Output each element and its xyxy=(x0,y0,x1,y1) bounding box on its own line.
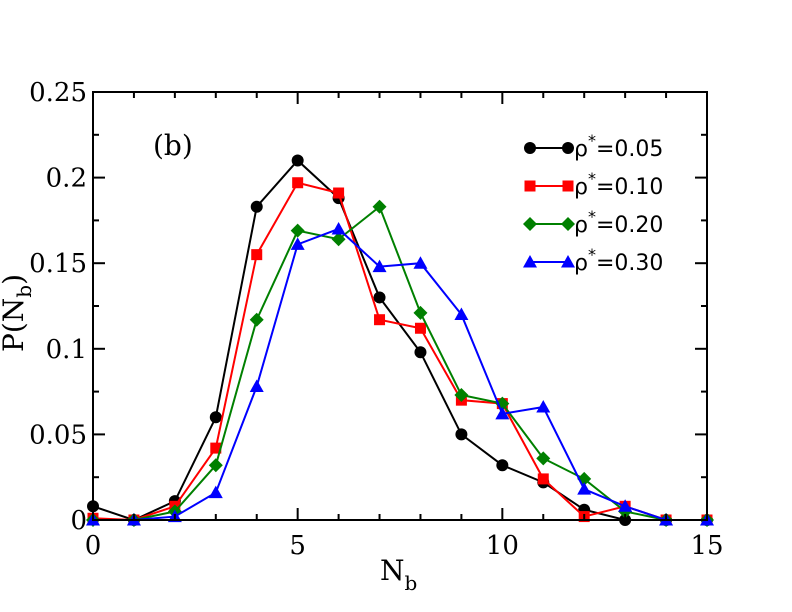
series-1-point xyxy=(251,249,263,261)
legend-marker xyxy=(562,142,574,154)
panel-label: (b) xyxy=(153,129,193,162)
y-tick-label: 0.1 xyxy=(46,335,87,365)
series-3-point xyxy=(331,221,346,235)
legend-sup: * xyxy=(588,245,596,264)
legend-label-1: ρ*=0.10 xyxy=(574,169,663,200)
series-1-point xyxy=(414,322,426,334)
series-0-point xyxy=(291,154,304,167)
series-3-point xyxy=(372,259,387,273)
series-layer xyxy=(86,154,714,527)
series-0-point xyxy=(496,459,509,472)
y-axis-label: P(Nb) xyxy=(0,274,36,352)
series-2-point xyxy=(249,312,264,327)
legend-value: =0.05 xyxy=(596,137,663,162)
x-tick-label: 5 xyxy=(289,531,306,561)
legend-rho: ρ xyxy=(574,213,588,238)
series-2-point xyxy=(331,232,346,247)
x-axis-label-main: N xyxy=(380,554,405,587)
series-3-point xyxy=(495,406,510,420)
legend-label-3: ρ*=0.30 xyxy=(574,245,663,276)
series-2-point xyxy=(372,199,387,214)
legend-value: =0.30 xyxy=(596,251,663,276)
legend-marker xyxy=(524,142,536,154)
series-0-point xyxy=(209,411,222,424)
x-tick-label: 15 xyxy=(690,531,723,561)
series-line-2 xyxy=(93,205,707,521)
legend-rho: ρ xyxy=(574,137,588,162)
legend-rho: ρ xyxy=(574,175,588,200)
y-axis-label-close: ) xyxy=(0,274,30,285)
series-1-point xyxy=(537,473,549,485)
series-line-3 xyxy=(93,227,707,521)
y-tick-label: 0 xyxy=(70,506,87,536)
legend-label-2: ρ*=0.20 xyxy=(574,207,663,238)
ticks-layer: 0 5 10 15 0 0.05 0.1 0.15 0.2 0.25 xyxy=(29,78,723,561)
legend-marker xyxy=(561,255,575,268)
series-1-point xyxy=(292,177,304,189)
legend-label-0: ρ*=0.05 xyxy=(574,131,663,162)
legend: ρ*=0.05ρ*=0.10ρ*=0.20ρ*=0.30 xyxy=(523,131,663,276)
series-2-point xyxy=(413,305,428,320)
legend-sup: * xyxy=(588,131,596,150)
y-axis-label-main: P(N xyxy=(0,298,30,352)
series-1-point xyxy=(374,314,386,326)
x-tick-label: 0 xyxy=(85,531,102,561)
y-tick-label: 0.15 xyxy=(29,249,87,279)
series-0-point xyxy=(455,428,468,441)
y-tick-label: 0.05 xyxy=(29,420,87,450)
series-2-point xyxy=(208,458,223,473)
series-3-point xyxy=(290,237,305,250)
legend-marker xyxy=(562,180,574,192)
series-1-point xyxy=(210,442,222,454)
x-axis-label: Nb xyxy=(380,554,417,595)
legend-sup: * xyxy=(588,169,596,188)
y-tick-label: 0.25 xyxy=(29,78,87,108)
series-2-point xyxy=(290,223,305,238)
series-2-point xyxy=(536,451,551,466)
series-3-point xyxy=(536,400,551,413)
y-axis-label-sub: b xyxy=(12,285,36,298)
series-line-1 xyxy=(92,181,707,522)
series-3-point xyxy=(208,485,223,499)
legend-sup: * xyxy=(588,207,596,226)
series-1-point xyxy=(333,187,345,199)
legend-rho: ρ xyxy=(574,251,588,276)
series-0-point xyxy=(250,200,263,213)
legend-marker xyxy=(523,255,537,268)
series-3-point xyxy=(413,256,428,269)
legend-value: =0.10 xyxy=(596,175,663,200)
x-axis-label-sub: b xyxy=(405,571,418,595)
series-0-point xyxy=(373,291,386,304)
series-3-point xyxy=(249,379,264,392)
series-3-point xyxy=(454,307,469,321)
series-0-point xyxy=(414,346,427,359)
legend-value: =0.20 xyxy=(596,213,663,238)
legend-marker xyxy=(524,180,536,192)
x-tick-label: 10 xyxy=(486,531,519,561)
legend-marker xyxy=(523,217,537,231)
series-3-point xyxy=(618,499,633,512)
y-tick-label: 0.2 xyxy=(46,164,87,194)
series-3-point xyxy=(577,482,592,495)
series-2-point xyxy=(454,388,469,403)
legend-marker xyxy=(561,217,575,231)
